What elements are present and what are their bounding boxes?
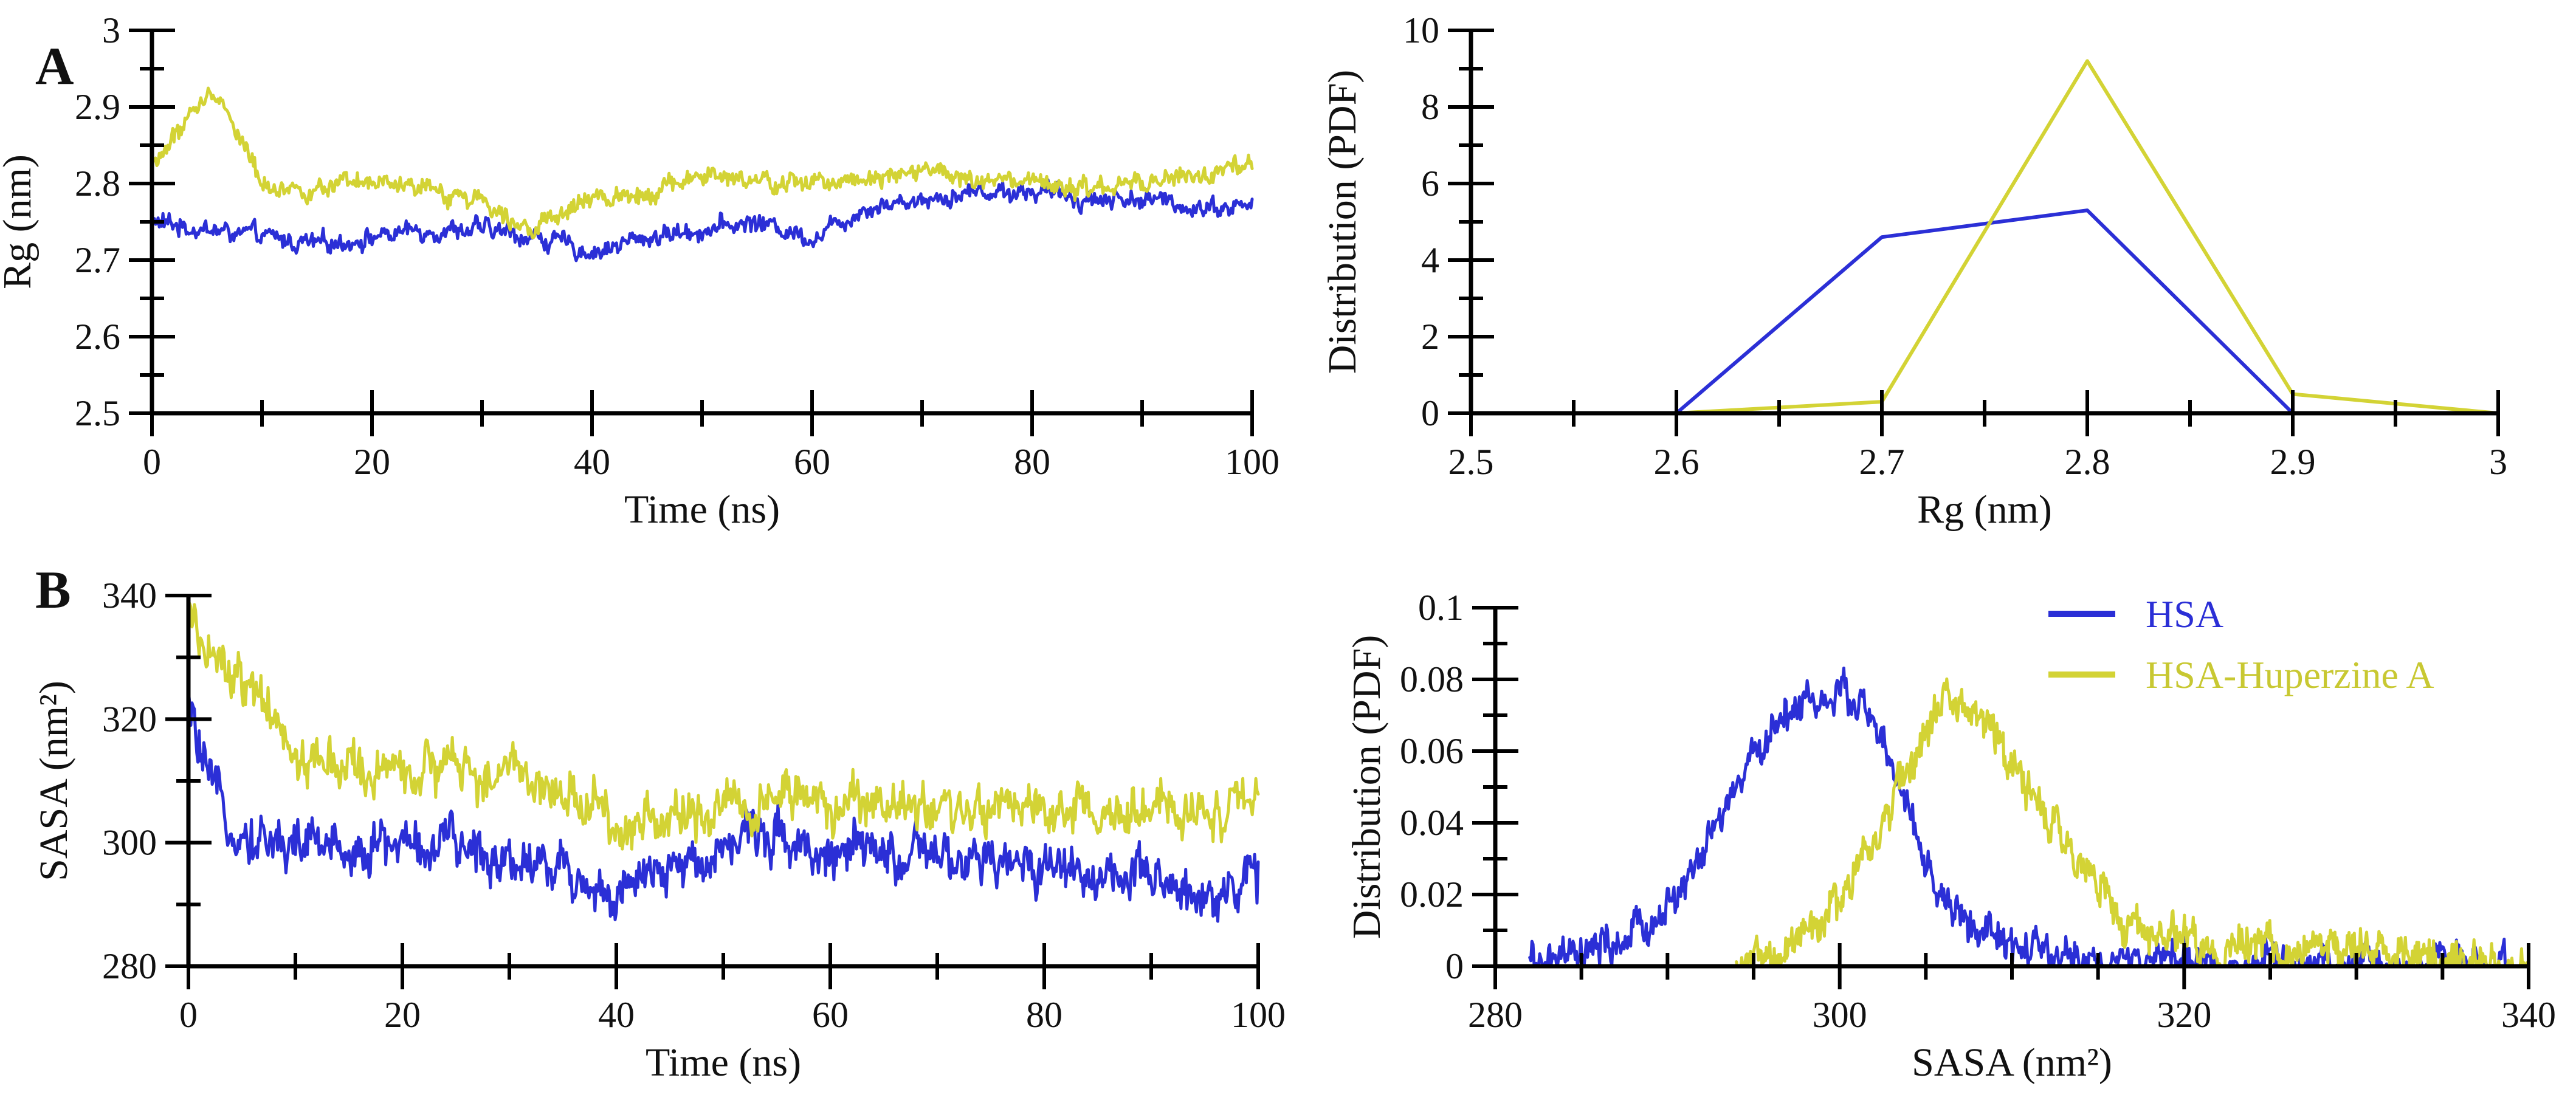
rg-dist-y-tick-label: 2 bbox=[1421, 317, 1439, 357]
rg-dist-series-hsa-huperzine-a bbox=[1675, 59, 2500, 415]
sasa-time-x-tick-label: 40 bbox=[598, 995, 635, 1035]
sasa-dist-y-tick-label: 0.06 bbox=[1400, 731, 1464, 771]
rg-dist-y-tick-label: 10 bbox=[1403, 10, 1439, 50]
rg-dist-y-tick-label: 4 bbox=[1421, 240, 1439, 280]
rg-time-x-tick-label: 20 bbox=[354, 442, 390, 482]
sasa-dist-y-axis-label: Distribution (PDF) bbox=[1345, 635, 1389, 939]
sasa-distribution-plot: 0 0.02 0.04 0.06 0.08 0.1 280 300 320 340 SASA (nm… bbox=[1345, 588, 2556, 1085]
sasa-time-x-axis-label: Time (ns) bbox=[646, 1040, 801, 1085]
legend-label-hsa: HSA bbox=[2146, 592, 2223, 636]
rg-time-y-tick-label: 2.8 bbox=[75, 163, 120, 204]
rg-dist-y-tick-label: 0 bbox=[1421, 393, 1439, 433]
sasa-time-y-tick-label: 300 bbox=[102, 823, 157, 863]
rg-time-x-axis-label: Time (ns) bbox=[624, 487, 780, 532]
sasa-time-plot: 280 300 320 340 0 20 40 60 80 100 Time (ns) SASA (n… bbox=[32, 575, 1286, 1085]
rg-dist-x-tick-label: 2.9 bbox=[2270, 442, 2316, 482]
sasa-time-series-hsa bbox=[187, 689, 1260, 923]
sasa-dist-x-tick-label: 340 bbox=[2501, 995, 2556, 1035]
sasa-time-x-tick-label: 20 bbox=[384, 995, 421, 1035]
sasa-dist-y-tick-label: 0 bbox=[1445, 946, 1464, 986]
rg-dist-x-tick-label: 2.8 bbox=[2065, 442, 2110, 482]
sasa-time-x-tick-label: 80 bbox=[1026, 995, 1062, 1035]
rg-dist-y-axis-label: Distribution (PDF) bbox=[1320, 70, 1365, 374]
rg-time-y-tick-label: 3 bbox=[102, 10, 120, 50]
rg-time-y-tick-label: 2.6 bbox=[75, 317, 120, 357]
panel-label-b: B bbox=[35, 561, 71, 620]
rg-time-x-tick-label: 100 bbox=[1225, 442, 1279, 482]
rg-time-plot: 2.5 2.6 2.7 2.8 2.9 3 0 20 40 60 80 100 Time (ns) Rg … bbox=[0, 10, 1279, 532]
rg-time-y-axis-label: Rg (nm) bbox=[0, 154, 40, 289]
rg-time-x-tick-label: 60 bbox=[794, 442, 830, 482]
sasa-time-y-tick-label: 280 bbox=[102, 946, 157, 986]
rg-dist-y-tick-label: 8 bbox=[1421, 87, 1439, 127]
sasa-dist-x-axis-label: SASA (nm²) bbox=[1912, 1040, 2112, 1085]
rg-time-x-tick-label: 40 bbox=[574, 442, 610, 482]
sasa-dist-x-tick-label: 300 bbox=[1813, 995, 1867, 1035]
rg-dist-x-axis-label: Rg (nm) bbox=[1917, 487, 2052, 532]
rg-dist-x-tick-label: 2.5 bbox=[1448, 442, 1494, 482]
rg-time-series-hsa bbox=[150, 178, 1254, 263]
rg-time-x-tick-label: 80 bbox=[1014, 442, 1050, 482]
sasa-dist-y-tick-label: 0.04 bbox=[1400, 803, 1464, 843]
sasa-time-x-tick-label: 100 bbox=[1231, 995, 1286, 1035]
sasa-dist-x-tick-label: 280 bbox=[1468, 995, 1523, 1035]
sasa-time-y-tick-label: 320 bbox=[102, 699, 157, 739]
legend-label-hsa-huperzine-a: HSA-Huperzine A bbox=[2146, 653, 2434, 696]
sasa-dist-x-tick-label: 320 bbox=[2157, 995, 2211, 1035]
rg-time-x-tick-label: 0 bbox=[143, 442, 161, 482]
sasa-dist-y-tick-label: 0.02 bbox=[1400, 874, 1464, 915]
legend: HSA HSA-Huperzine A bbox=[2048, 592, 2434, 696]
rg-time-y-tick-label: 2.5 bbox=[75, 393, 120, 433]
sasa-dist-y-tick-label: 0.1 bbox=[1418, 588, 1464, 628]
rg-dist-x-tick-label: 2.6 bbox=[1654, 442, 1700, 482]
rg-time-y-tick-label: 2.9 bbox=[75, 87, 120, 127]
sasa-dist-y-tick-label: 0.08 bbox=[1400, 659, 1464, 699]
sasa-time-x-tick-label: 0 bbox=[179, 995, 198, 1035]
rg-dist-x-tick-label: 2.7 bbox=[1859, 442, 1905, 482]
sasa-time-x-tick-label: 60 bbox=[812, 995, 849, 1035]
panel-label-a: A bbox=[35, 37, 74, 96]
rg-time-series-hsa-huperzine-a bbox=[150, 86, 1254, 239]
rg-dist-x-tick-label: 3 bbox=[2489, 442, 2507, 482]
sasa-time-y-tick-label: 340 bbox=[102, 575, 157, 616]
sasa-dist-series-hsa-huperzine-a bbox=[1735, 677, 2530, 968]
rg-dist-y-tick-label: 6 bbox=[1421, 163, 1439, 204]
sasa-time-y-axis-label: SASA (nm²) bbox=[32, 681, 76, 881]
rg-distribution-plot: 0 2 4 6 8 10 2.5 2.6 2.7 2.8 2.9 3 Rg (nm) Distributi… bbox=[1320, 10, 2507, 532]
rg-time-y-tick-label: 2.7 bbox=[75, 240, 120, 280]
sasa-time-series-hsa-huperzine-a bbox=[187, 602, 1260, 851]
